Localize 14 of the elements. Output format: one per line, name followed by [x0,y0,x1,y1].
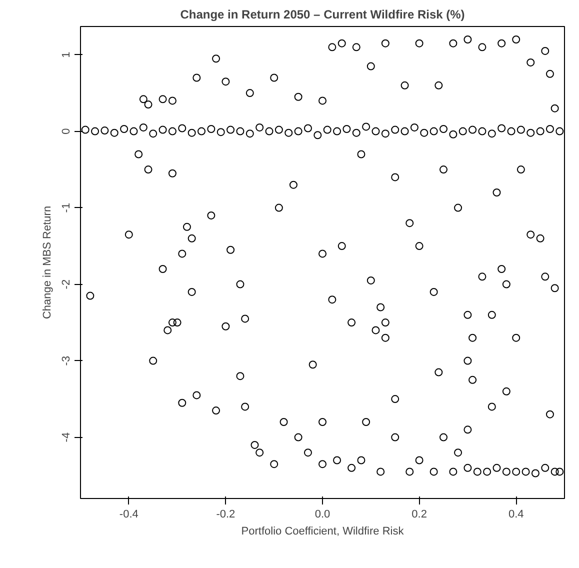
y-tick-label: -1 [60,202,72,213]
chart-title: Change in Return 2050 – Current Wildfire Risk (%) [180,8,465,22]
y-tick-label: -2 [60,279,72,290]
y-tick-label: -4 [60,432,72,442]
y-axis-title: Change in MBS Return [42,206,54,320]
y-tick-label: 1 [60,52,72,58]
x-tick-label: 0.0 [314,508,330,520]
x-tick-label: -0.4 [119,508,138,520]
x-axis-title: Portfolio Coefficient, Wildfire Risk [241,526,404,538]
x-tick-label: -0.2 [216,508,236,520]
x-tick-label: 0.2 [412,508,427,520]
x-tick-label: 0.4 [508,508,524,520]
y-tick-label: 0 [60,128,72,134]
y-tick-label: -3 [60,356,72,366]
